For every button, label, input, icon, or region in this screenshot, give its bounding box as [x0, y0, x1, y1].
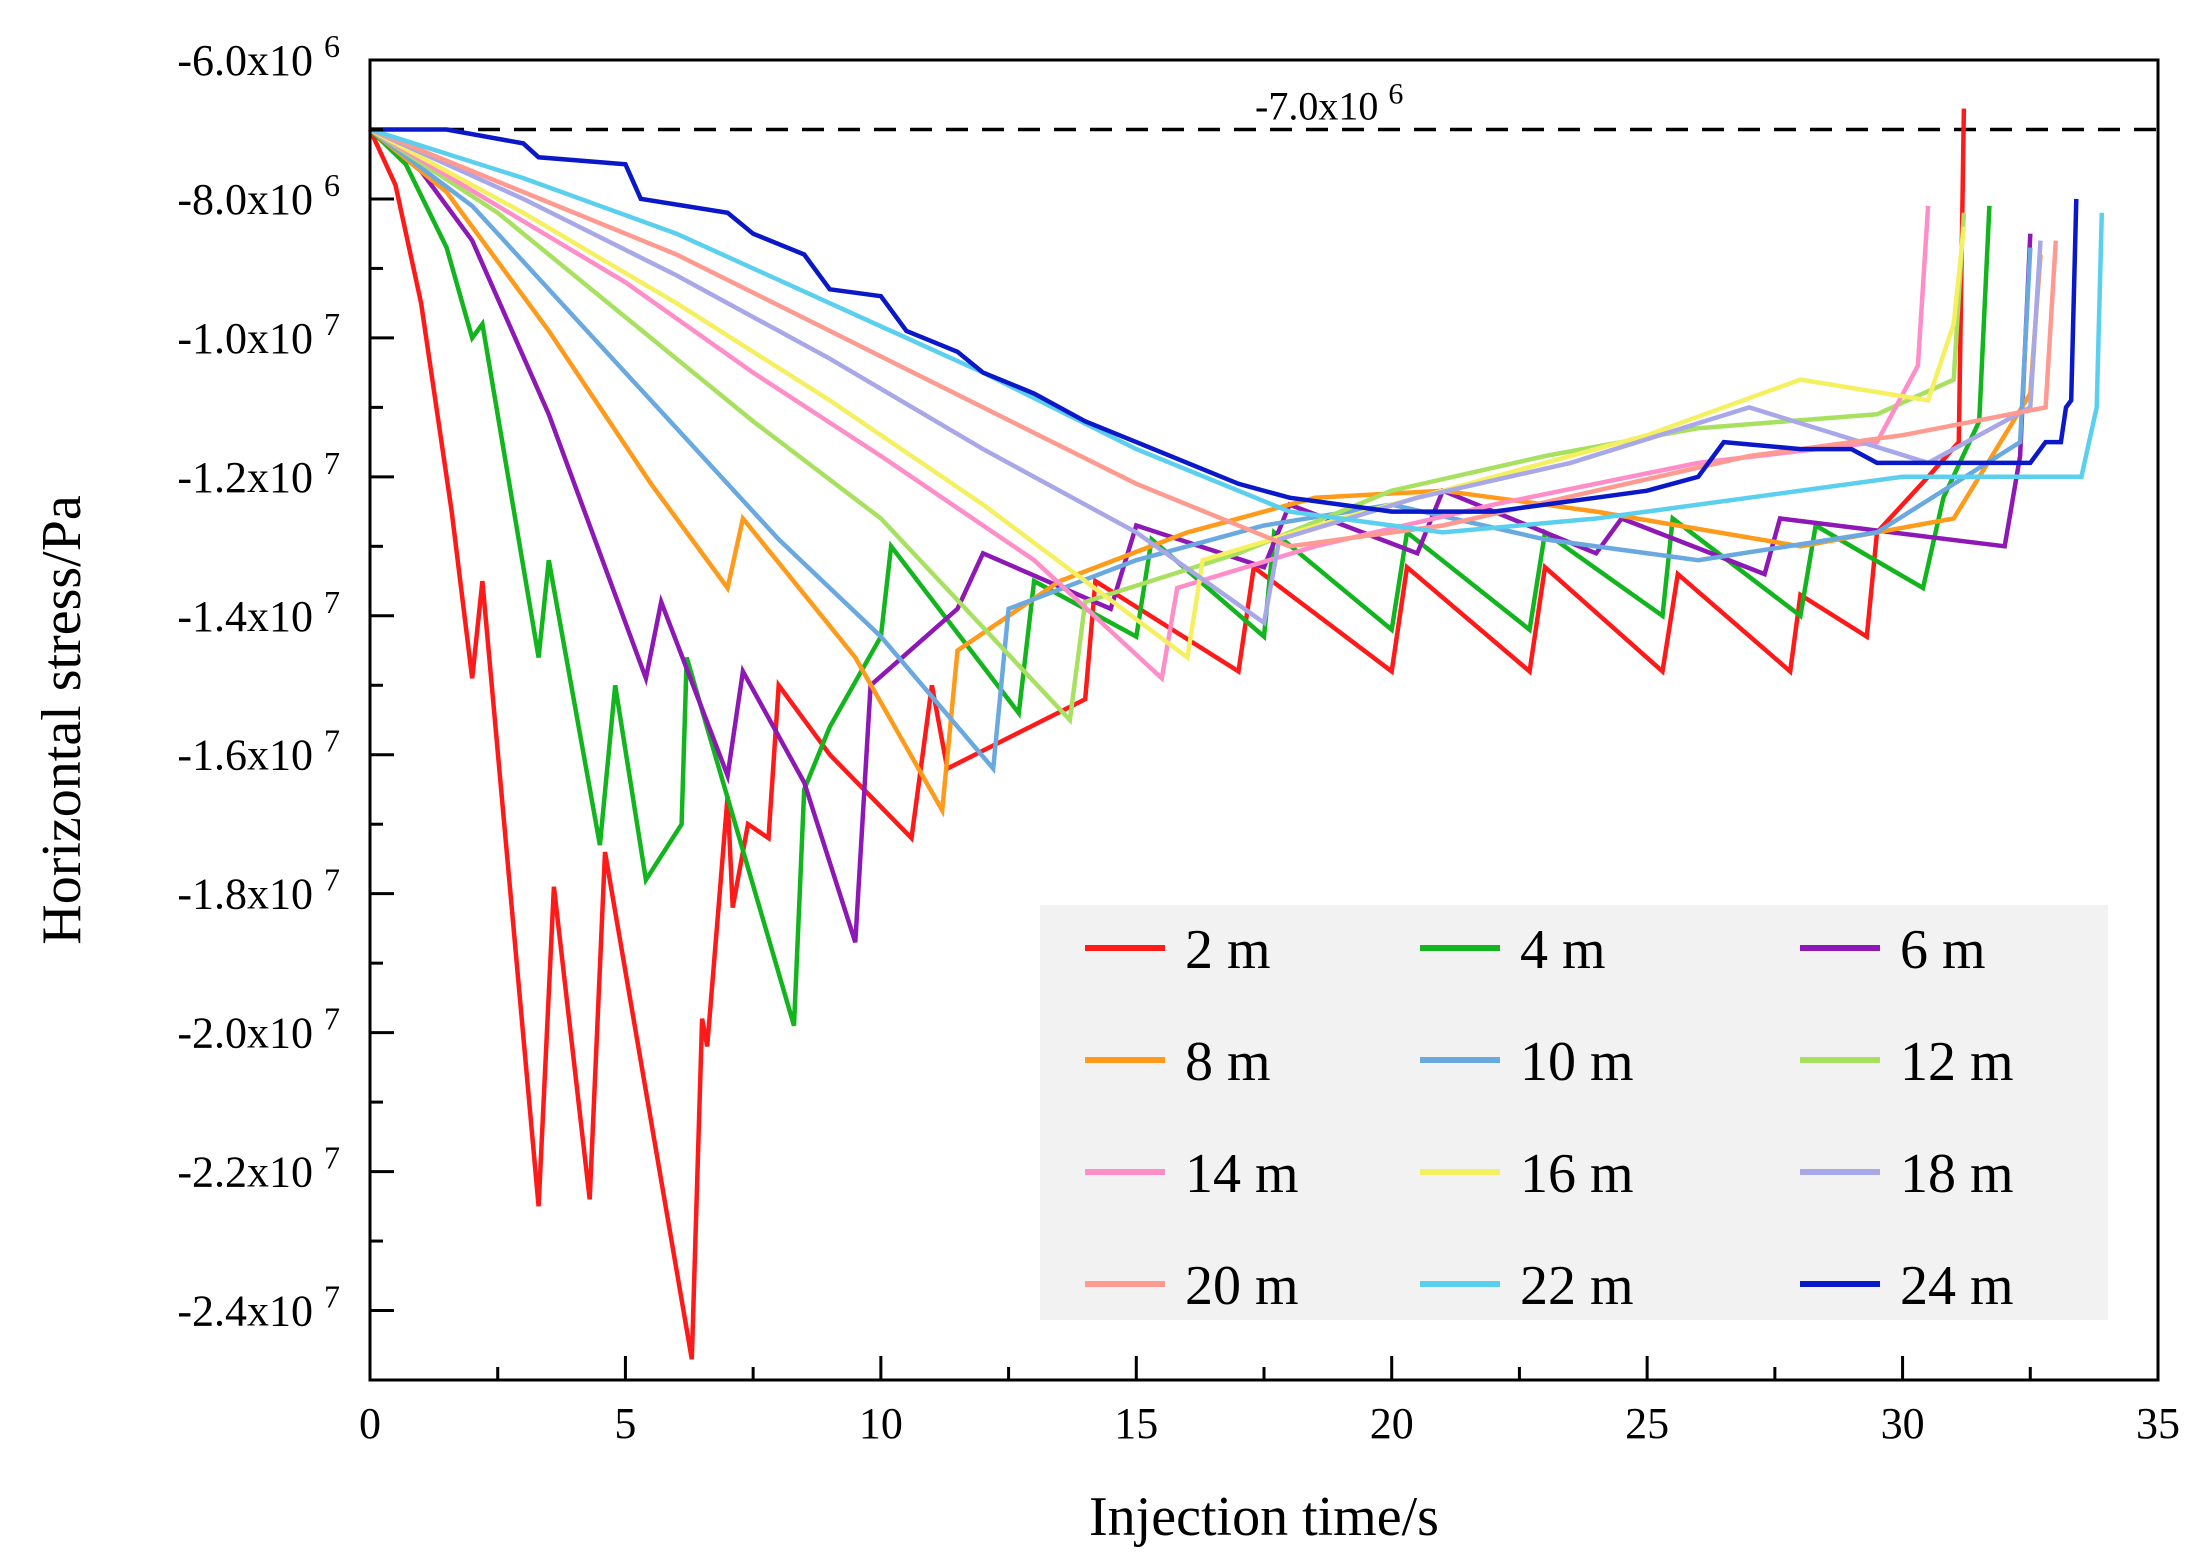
y-tick-label: -2.2x10 7	[177, 1140, 340, 1197]
legend-label: 16 m	[1520, 1143, 1634, 1205]
y-tick-label: -1.4x10 7	[177, 584, 340, 641]
legend: 2 m 4 m 6 m 8 m 10 m 12 m 14 m 16 m 18 m 20 m 22 m…	[1040, 905, 2108, 1320]
y-tick-label: -2.0x10 7	[177, 1001, 340, 1058]
x-tick-label: 10	[859, 1399, 903, 1448]
series-line-18m	[369, 127, 2043, 627]
reference-line-group: -7.0x10 6	[370, 77, 2158, 132]
y-tick-label: -6.0x10 6	[177, 28, 340, 85]
legend-label: 12 m	[1900, 1031, 2014, 1093]
legend-label: 18 m	[1900, 1143, 2014, 1205]
y-tick-label: -8.0x10 6	[177, 167, 340, 224]
y-tick-label: -1.8x10 7	[177, 862, 340, 919]
x-axis-ticks: 0 5 10 15 20 25 30 35	[359, 1356, 2180, 1448]
y-tick-label: -1.2x10 7	[177, 445, 340, 502]
y-tick-label: -1.6x10 7	[177, 723, 340, 780]
y-tick-label: -1.0x10 7	[177, 306, 340, 363]
legend-label: 20 m	[1185, 1255, 1299, 1317]
reference-line-label: -7.0x10 6	[1255, 77, 1403, 128]
series-group	[367, 108, 2105, 1360]
y-axis-title: Horizontal stress/Pa	[31, 495, 93, 945]
series-line-14m	[368, 127, 1931, 683]
x-tick-label: 15	[1114, 1399, 1158, 1448]
x-tick-label: 30	[1881, 1399, 1925, 1448]
legend-label: 10 m	[1520, 1031, 1634, 1093]
legend-label: 2 m	[1185, 919, 1271, 981]
x-tick-label: 0	[359, 1399, 381, 1448]
y-axis-ticks: -6.0x10 6 -8.0x10 6 -1.0x10 7 -1.2x10 7 -1.4…	[177, 28, 394, 1336]
x-tick-label: 5	[614, 1399, 636, 1448]
series-line-20m	[369, 127, 2059, 549]
legend-label: 8 m	[1185, 1031, 1271, 1093]
x-axis-title: Injection time/s	[1089, 1486, 1439, 1548]
x-tick-label: 25	[1625, 1399, 1669, 1448]
x-tick-label: 20	[1370, 1399, 1414, 1448]
series-line-4m	[368, 127, 1992, 1027]
legend-label: 22 m	[1520, 1255, 1634, 1317]
series-line-12m	[368, 127, 1967, 726]
series-line-22m	[369, 127, 2105, 535]
series-line-2m	[367, 108, 1967, 1360]
legend-label: 24 m	[1900, 1255, 2014, 1317]
series-line-24m	[370, 127, 2079, 514]
x-tick-label: 35	[2136, 1399, 2180, 1448]
y-tick-label: -2.4x10 7	[177, 1279, 340, 1336]
series-line-6m	[368, 127, 2033, 943]
legend-label: 14 m	[1185, 1143, 1299, 1205]
legend-box	[1040, 905, 2108, 1320]
legend-label: 6 m	[1900, 919, 1986, 981]
series-line-10m	[368, 127, 2033, 775]
legend-label: 4 m	[1520, 919, 1606, 981]
